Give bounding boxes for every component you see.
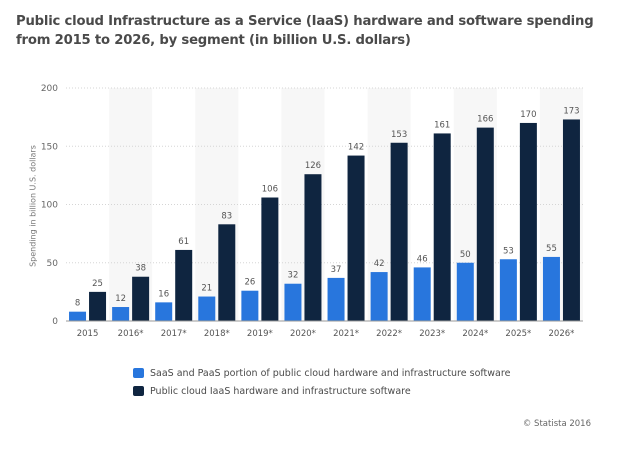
x-axis-ticks: 2015 2016* 2017* 2018* 2019* 2020* 2021* 2022* 2… xyxy=(77,329,575,339)
data-label: 38 xyxy=(135,264,146,274)
data-label: 161 xyxy=(434,120,450,130)
data-label: 83 xyxy=(221,211,232,221)
data-label: 37 xyxy=(331,265,342,275)
x-tick-label: 2019* xyxy=(247,329,273,339)
bar-iaas xyxy=(89,291,107,321)
x-tick-label: 2024* xyxy=(462,329,488,339)
data-label: 166 xyxy=(477,115,493,125)
bar-saas-paas xyxy=(456,262,474,321)
bar-saas-paas xyxy=(370,272,388,321)
bar-iaas xyxy=(433,133,451,321)
y-tick-label: 150 xyxy=(41,142,58,152)
y-tick-label: 50 xyxy=(47,259,59,269)
legend: SaaS and PaaS portion of public cloud ha… xyxy=(133,364,510,400)
y-axis-label: Spending in billion U.S. dollars xyxy=(28,145,38,267)
bars xyxy=(69,119,580,321)
data-label: 173 xyxy=(563,106,579,116)
data-label: 53 xyxy=(503,246,514,256)
data-label: 42 xyxy=(374,259,385,269)
data-label: 25 xyxy=(92,279,103,289)
bar-saas-paas xyxy=(327,277,345,321)
bar-iaas xyxy=(519,122,537,321)
x-tick-label: 2025* xyxy=(505,329,531,339)
chart-title: Public cloud Infrastructure as a Service… xyxy=(16,14,594,48)
bar-iaas xyxy=(347,155,365,321)
y-tick-label: 0 xyxy=(52,317,58,327)
legend-label-saas-paas: SaaS and PaaS portion of public cloud ha… xyxy=(150,367,511,379)
x-tick-label: 2015 xyxy=(77,329,99,339)
data-label: 106 xyxy=(262,185,278,195)
x-tick-label: 2018* xyxy=(204,329,230,339)
y-tick-label: 200 xyxy=(41,84,58,94)
data-label: 8 xyxy=(75,299,80,309)
x-tick-label: 2026* xyxy=(549,329,575,339)
bar-iaas xyxy=(261,197,279,321)
legend-swatch-iaas xyxy=(133,386,144,396)
bar-saas-paas xyxy=(69,311,87,321)
x-tick-label: 2016* xyxy=(118,329,144,339)
bar-saas-paas xyxy=(155,302,173,321)
data-label: 153 xyxy=(391,130,407,140)
data-label: 32 xyxy=(288,271,299,281)
x-tick-label: 2020* xyxy=(290,329,316,339)
legend-item-iaas[interactable]: Public cloud IaaS hardware and infrastru… xyxy=(133,382,510,400)
bar-saas-paas xyxy=(198,296,216,321)
data-labels: 8 25 12 38 16 61 21 83 26 106 32 126 37 142 42 153 46 161… xyxy=(75,106,580,308)
bar-saas-paas xyxy=(499,259,517,321)
data-label: 46 xyxy=(417,254,428,264)
bar-iaas xyxy=(132,276,150,321)
data-label: 12 xyxy=(115,294,126,304)
bar-saas-paas xyxy=(413,267,431,321)
bar-saas-paas xyxy=(112,307,130,321)
bar-iaas xyxy=(476,127,494,321)
data-label: 55 xyxy=(546,244,557,254)
source-credit: © Statista 2016 xyxy=(522,419,591,429)
bar-saas-paas xyxy=(542,256,560,321)
gridlines xyxy=(66,87,583,264)
data-label: 26 xyxy=(244,278,255,288)
x-tick-label: 2017* xyxy=(161,329,187,339)
data-label: 170 xyxy=(520,110,536,120)
data-label: 21 xyxy=(201,284,212,294)
x-tick-label: 2021* xyxy=(333,329,359,339)
bar-iaas xyxy=(562,119,580,321)
y-tick-label: 100 xyxy=(41,201,58,211)
legend-label-iaas: Public cloud IaaS hardware and infrastru… xyxy=(150,385,411,397)
bar-iaas xyxy=(304,174,322,321)
category-bands xyxy=(109,88,583,321)
legend-swatch-saas-paas xyxy=(133,368,144,378)
data-label: 50 xyxy=(460,250,471,260)
bar-saas-paas xyxy=(241,290,259,321)
x-tick-label: 2022* xyxy=(376,329,402,339)
bar-iaas xyxy=(175,249,193,321)
bar-saas-paas xyxy=(284,283,302,321)
bar-iaas xyxy=(390,142,408,321)
legend-item-saas-paas[interactable]: SaaS and PaaS portion of public cloud ha… xyxy=(133,364,510,382)
x-tick-label: 2023* xyxy=(419,329,445,339)
data-label: 126 xyxy=(305,161,321,171)
y-axis-ticks: 0 50 100 150 200 xyxy=(41,84,58,327)
bar-iaas xyxy=(218,224,236,321)
data-label: 142 xyxy=(348,143,364,153)
data-label: 16 xyxy=(158,289,169,299)
data-label: 61 xyxy=(178,237,189,247)
